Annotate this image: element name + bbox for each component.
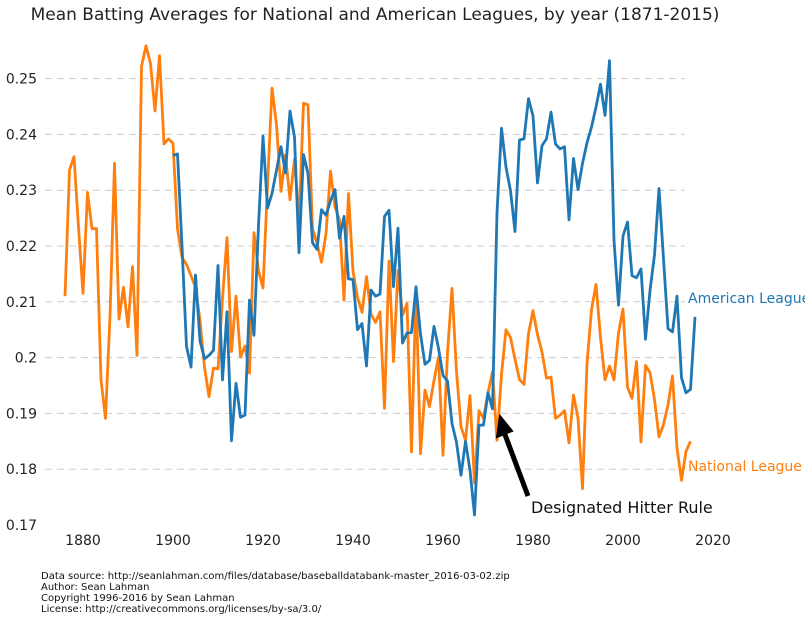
y-tick-label: 0.22 [6, 239, 37, 255]
footer-credits: Data source: http://seanlahman.com/files… [41, 571, 510, 615]
annotation-text: Designated Hitter Rule [531, 498, 713, 517]
y-tick-label: 0.19 [6, 406, 37, 422]
y-tick-label: 0.18 [6, 462, 37, 478]
footer-copyright: Copyright 1996-2016 by Sean Lahman [41, 593, 235, 604]
american-league-line [172, 59, 697, 517]
y-tick-label: 0.23 [6, 183, 37, 199]
x-tick-label: 2000 [605, 533, 641, 549]
national-league-label: National League [688, 459, 802, 475]
footer-author: Author: Sean Lahman [41, 582, 150, 593]
footer-license: License: http://creativecommons.org/lice… [41, 604, 322, 615]
american-league-label: American League [688, 291, 805, 307]
x-tick-label: 1980 [515, 533, 551, 549]
footer-data-source: Data source: http://seanlahman.com/files… [41, 571, 510, 582]
x-tick-label: 1880 [65, 533, 101, 549]
x-tick-labels: 1880 1900 1920 1940 1960 1980 2000 2020 [65, 533, 731, 549]
series-lines [63, 44, 697, 517]
chart-title: Mean Batting Averages for National and A… [31, 5, 720, 25]
batting-average-chart: Mean Batting Averages for National and A… [6, 5, 805, 549]
y-tick-label: 0.25 [6, 72, 37, 88]
y-tick-label: 0.24 [6, 127, 37, 143]
annotation-arrow-shaft [501, 431, 531, 497]
x-tick-label: 1960 [425, 533, 461, 549]
y-tick-label: 0.17 [6, 518, 37, 534]
x-tick-label: 1940 [335, 533, 371, 549]
annotation-arrow-head [495, 413, 514, 439]
y-tick-label: 0.21 [6, 295, 37, 311]
y-tick-labels: 0.17 0.18 0.19 0.2 0.21 0.22 0.23 0.24 0.25 [6, 72, 37, 534]
y-tick-label: 0.2 [15, 351, 37, 367]
national-league-line [63, 44, 692, 491]
x-tick-label: 2020 [695, 533, 731, 549]
designated-hitter-annotation: Designated Hitter Rule [495, 413, 713, 517]
x-tick-label: 1900 [155, 533, 191, 549]
x-tick-label: 1920 [245, 533, 281, 549]
